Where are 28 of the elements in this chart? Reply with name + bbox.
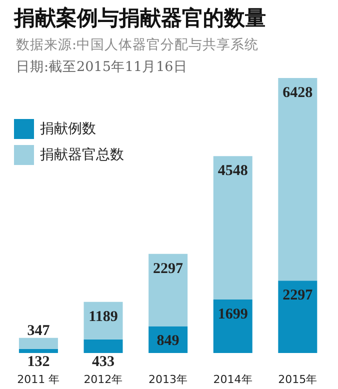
data-label: 849 bbox=[156, 333, 180, 350]
data-label: 347 bbox=[27, 322, 50, 339]
chart-subtitle: 数据来源:中国人体器官分配与共享系统 bbox=[16, 36, 259, 54]
data-label: 6428 bbox=[282, 85, 313, 101]
x-tick-label: 2012年 bbox=[84, 372, 123, 386]
bar bbox=[148, 254, 188, 326]
legend-label: 捐献例数 bbox=[40, 120, 96, 138]
x-tick-label: 2013年 bbox=[148, 372, 188, 386]
x-tick-label: 2011 年 bbox=[17, 372, 60, 386]
data-label: 433 bbox=[92, 354, 115, 370]
bar bbox=[18, 338, 58, 349]
text: 日期:截至2015年11月16日 bbox=[16, 58, 188, 76]
bar bbox=[18, 348, 58, 353]
x-tick-label: 2015年 bbox=[278, 372, 318, 386]
data-label: 1699 bbox=[218, 306, 248, 322]
legend-label: 捐献器官总数 bbox=[40, 146, 124, 164]
data-label: 2297 bbox=[282, 288, 314, 304]
data-label: 1189 bbox=[88, 308, 118, 325]
chart-title: 捐献案例与捐献器官的数量 bbox=[14, 5, 266, 32]
bar bbox=[278, 280, 318, 353]
x-tick-label: 2014年 bbox=[213, 372, 252, 386]
bar bbox=[213, 156, 252, 300]
data-label: 132 bbox=[27, 354, 50, 370]
bar bbox=[84, 339, 123, 353]
bar bbox=[278, 78, 318, 281]
bar bbox=[213, 299, 252, 353]
data-label: 2297 bbox=[153, 260, 184, 277]
data-label: 4548 bbox=[218, 163, 248, 180]
